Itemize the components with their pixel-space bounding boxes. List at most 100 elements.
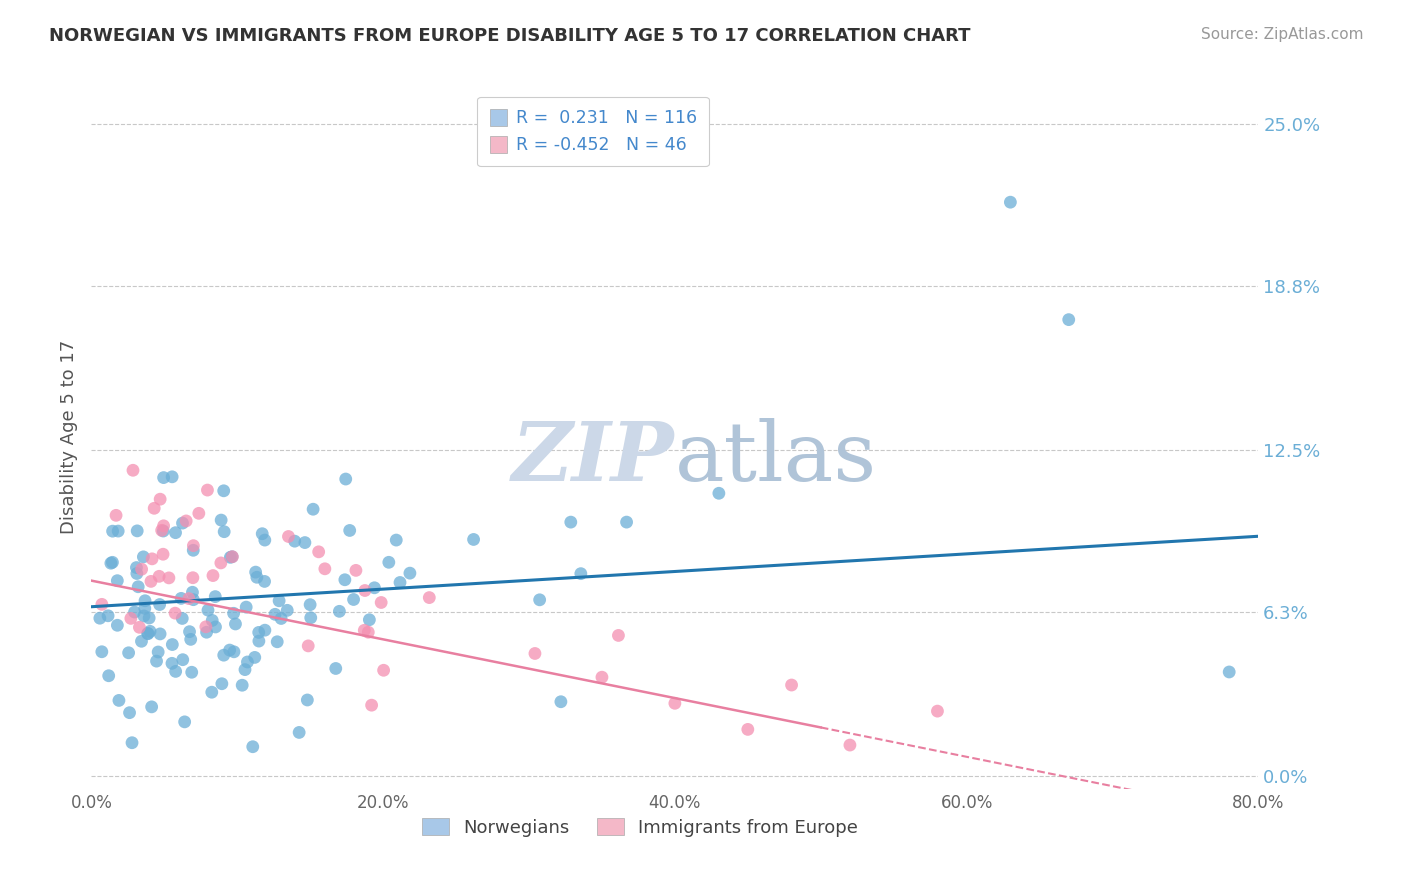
Point: [132, 609, 155, 624]
Point: [180, 632, 202, 647]
Point: [569, 566, 592, 581]
Point: [212, 648, 235, 663]
Point: [560, 515, 582, 529]
Point: [139, 624, 162, 639]
Point: [183, 539, 205, 553]
Point: [122, 463, 145, 477]
Point: [333, 573, 356, 587]
Point: [181, 585, 204, 599]
Point: [236, 655, 259, 669]
Point: [838, 738, 860, 752]
Point: [136, 626, 159, 640]
Point: [141, 699, 163, 714]
Point: [97, 669, 120, 683]
Point: [780, 678, 803, 692]
Point: [134, 601, 156, 615]
Point: [209, 556, 232, 570]
Point: [181, 543, 204, 558]
Point: [90, 645, 112, 659]
Point: [253, 574, 276, 589]
Point: [107, 524, 129, 538]
Point: [242, 739, 264, 754]
Y-axis label: Disability Age 5 to 17: Disability Age 5 to 17: [59, 340, 77, 534]
Point: [302, 502, 325, 516]
Point: [373, 663, 395, 677]
Point: [177, 591, 200, 606]
Point: [152, 524, 174, 538]
Point: [132, 549, 155, 564]
Point: [284, 534, 307, 549]
Point: [344, 563, 367, 577]
Point: [165, 606, 187, 620]
Point: [212, 483, 235, 498]
Point: [97, 608, 120, 623]
Point: [252, 526, 274, 541]
Point: [183, 592, 205, 607]
Point: [325, 661, 347, 675]
Point: [418, 591, 440, 605]
Point: [105, 574, 128, 588]
Point: [219, 550, 242, 565]
Point: [399, 566, 422, 581]
Point: [247, 625, 270, 640]
Point: [339, 524, 361, 538]
Point: [378, 555, 401, 569]
Point: [616, 515, 638, 529]
Point: [101, 555, 124, 569]
Point: [160, 470, 183, 484]
Point: [187, 506, 209, 520]
Point: [100, 556, 122, 570]
Text: NORWEGIAN VS IMMIGRANTS FROM EUROPE DISABILITY AGE 5 TO 17 CORRELATION CHART: NORWEGIAN VS IMMIGRANTS FROM EUROPE DISA…: [49, 27, 970, 45]
Point: [299, 611, 322, 625]
Point: [354, 583, 377, 598]
Point: [180, 665, 202, 680]
Point: [152, 470, 174, 484]
Text: ZIP: ZIP: [512, 418, 675, 499]
Point: [121, 736, 143, 750]
Point: [170, 591, 193, 606]
Legend: Norwegians, Immigrants from Europe: Norwegians, Immigrants from Europe: [415, 811, 865, 844]
Point: [127, 580, 149, 594]
Point: [1218, 665, 1240, 679]
Point: [607, 628, 630, 642]
Point: [927, 704, 949, 718]
Point: [363, 581, 385, 595]
Point: [131, 634, 153, 648]
Point: [173, 714, 195, 729]
Point: [1000, 195, 1022, 210]
Point: [149, 598, 172, 612]
Point: [165, 665, 187, 679]
Point: [1057, 312, 1080, 326]
Point: [463, 533, 485, 547]
Point: [231, 678, 253, 692]
Point: [105, 508, 128, 523]
Point: [211, 677, 233, 691]
Point: [108, 693, 131, 707]
Point: [664, 696, 686, 710]
Point: [328, 604, 350, 618]
Point: [131, 562, 153, 576]
Point: [201, 568, 224, 582]
Point: [204, 590, 226, 604]
Point: [288, 725, 311, 739]
Point: [246, 570, 269, 584]
Point: [212, 524, 235, 539]
Point: [117, 646, 139, 660]
Point: [172, 516, 194, 530]
Point: [194, 620, 217, 634]
Point: [157, 571, 180, 585]
Point: [314, 562, 336, 576]
Point: [529, 592, 551, 607]
Point: [270, 611, 292, 625]
Point: [165, 525, 187, 540]
Point: [145, 654, 167, 668]
Point: [550, 695, 572, 709]
Point: [160, 657, 183, 671]
Point: [197, 603, 219, 617]
Point: [294, 535, 316, 549]
Point: [152, 547, 174, 561]
Point: [245, 565, 267, 579]
Point: [523, 647, 546, 661]
Point: [209, 513, 232, 527]
Point: [266, 634, 288, 648]
